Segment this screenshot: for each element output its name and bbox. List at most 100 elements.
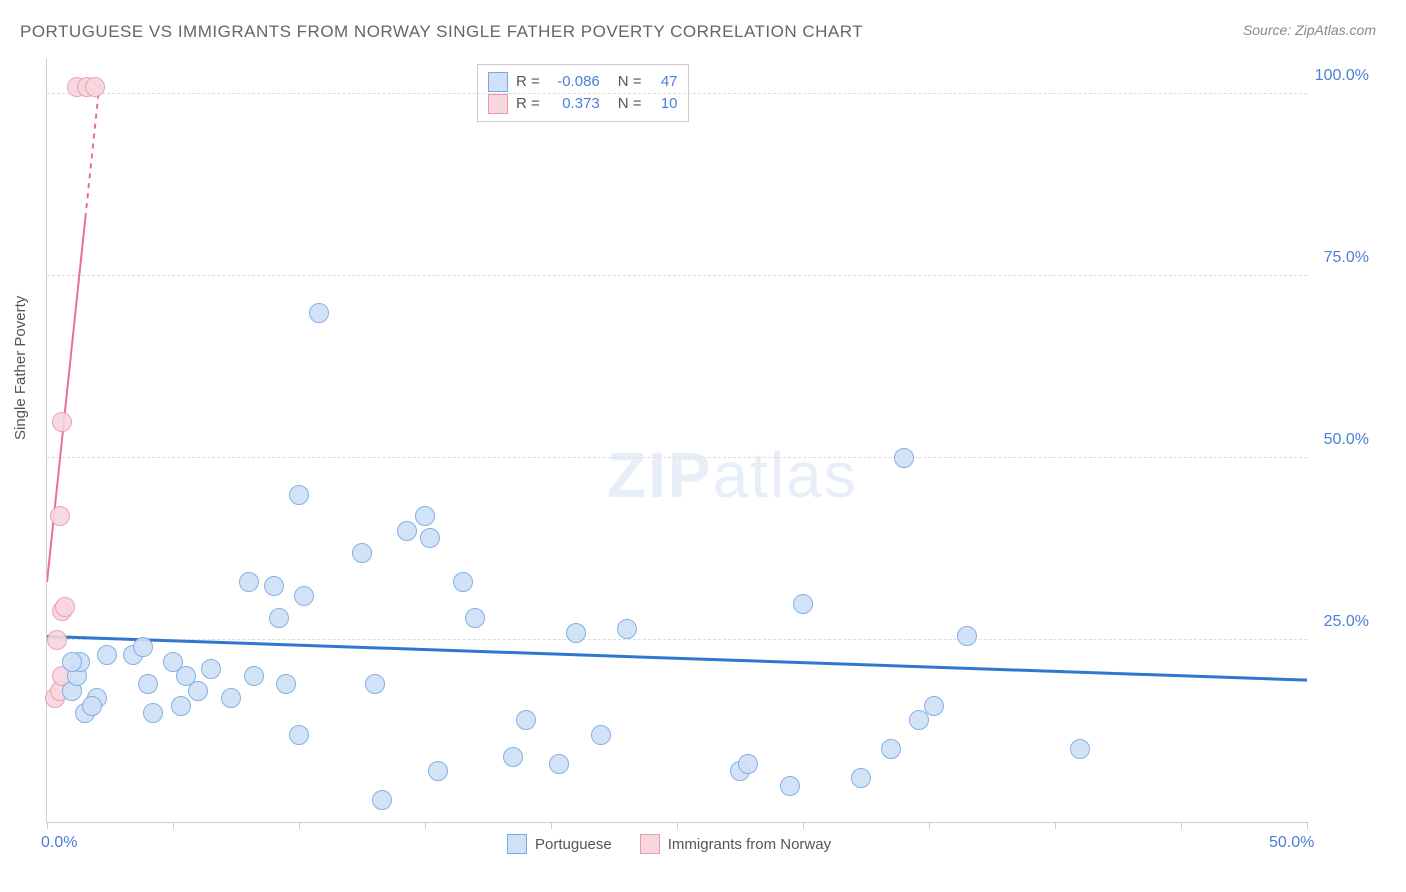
point-portuguese — [1070, 739, 1090, 759]
point-norway — [52, 412, 72, 432]
point-portuguese — [133, 637, 153, 657]
point-portuguese — [365, 674, 385, 694]
x-tick — [1055, 822, 1056, 829]
y-tick-label: 50.0% — [1324, 431, 1369, 449]
r-label: R = — [516, 71, 540, 93]
watermark: ZIPatlas — [607, 438, 858, 512]
legend-corr-row: R = -0.086 N = 47 — [488, 71, 678, 93]
y-axis-label: Single Father Poverty — [12, 296, 29, 440]
point-portuguese — [372, 790, 392, 810]
point-portuguese — [780, 776, 800, 796]
point-portuguese — [143, 703, 163, 723]
point-portuguese — [793, 594, 813, 614]
point-portuguese — [420, 528, 440, 548]
r-value: 0.373 — [548, 93, 600, 115]
legend-item: Portuguese — [507, 834, 612, 854]
x-tick — [677, 822, 678, 829]
point-portuguese — [549, 754, 569, 774]
point-portuguese — [201, 659, 221, 679]
x-tick — [47, 822, 48, 829]
x-tick — [299, 822, 300, 829]
trend-line-norway-solid — [47, 218, 85, 582]
point-portuguese — [244, 666, 264, 686]
point-portuguese — [738, 754, 758, 774]
point-portuguese — [397, 521, 417, 541]
r-value: -0.086 — [548, 71, 600, 93]
point-portuguese — [894, 448, 914, 468]
r-label: R = — [516, 93, 540, 115]
point-portuguese — [465, 608, 485, 628]
gridline — [47, 93, 1307, 94]
point-portuguese — [516, 710, 536, 730]
series-legend: Portuguese Immigrants from Norway — [507, 834, 831, 854]
point-portuguese — [851, 768, 871, 788]
y-tick-label: 25.0% — [1324, 613, 1369, 631]
n-label: N = — [618, 93, 642, 115]
legend-swatch — [488, 94, 508, 114]
point-norway — [85, 77, 105, 97]
point-portuguese — [617, 619, 637, 639]
legend-swatch — [507, 834, 527, 854]
n-value: 10 — [650, 93, 678, 115]
point-norway — [47, 630, 67, 650]
point-portuguese — [264, 576, 284, 596]
y-tick-label: 75.0% — [1324, 249, 1369, 267]
point-portuguese — [881, 739, 901, 759]
legend-label: Portuguese — [535, 836, 612, 853]
watermark-zip: ZIP — [607, 439, 713, 511]
point-portuguese — [309, 303, 329, 323]
n-value: 47 — [650, 71, 678, 93]
n-label: N = — [618, 71, 642, 93]
point-portuguese — [269, 608, 289, 628]
chart-title: PORTUGUESE VS IMMIGRANTS FROM NORWAY SIN… — [20, 22, 863, 42]
trend-line-portuguese — [47, 636, 1307, 680]
point-portuguese — [289, 725, 309, 745]
legend-swatch — [488, 72, 508, 92]
gridline — [47, 275, 1307, 276]
point-portuguese — [239, 572, 259, 592]
legend-item: Immigrants from Norway — [640, 834, 831, 854]
point-portuguese — [591, 725, 611, 745]
x-tick — [803, 822, 804, 829]
point-portuguese — [276, 674, 296, 694]
point-portuguese — [221, 688, 241, 708]
point-portuguese — [188, 681, 208, 701]
chart-plot-area: ZIPatlas R =-0.086N =47R =0.373N =10 Por… — [46, 58, 1307, 823]
watermark-atlas: atlas — [713, 439, 858, 511]
trend-line-norway-dashed — [85, 80, 100, 218]
x-tick — [1307, 822, 1308, 829]
point-portuguese — [453, 572, 473, 592]
point-portuguese — [415, 506, 435, 526]
point-portuguese — [82, 696, 102, 716]
point-portuguese — [924, 696, 944, 716]
point-portuguese — [428, 761, 448, 781]
x-tick — [929, 822, 930, 829]
point-portuguese — [566, 623, 586, 643]
point-portuguese — [294, 586, 314, 606]
point-norway — [55, 597, 75, 617]
point-portuguese — [138, 674, 158, 694]
point-portuguese — [503, 747, 523, 767]
gridline — [47, 457, 1307, 458]
legend-swatch — [640, 834, 660, 854]
point-portuguese — [171, 696, 191, 716]
point-portuguese — [62, 652, 82, 672]
legend-corr-row: R = 0.373 N = 10 — [488, 93, 678, 115]
point-portuguese — [97, 645, 117, 665]
x-tick — [425, 822, 426, 829]
x-tick — [551, 822, 552, 829]
legend-label: Immigrants from Norway — [668, 836, 831, 853]
gridline — [47, 639, 1307, 640]
x-tick-label: 0.0% — [41, 834, 77, 852]
x-tick — [1181, 822, 1182, 829]
source-attribution: Source: ZipAtlas.com — [1243, 22, 1376, 38]
x-tick-label: 50.0% — [1269, 834, 1314, 852]
point-portuguese — [289, 485, 309, 505]
point-norway — [50, 506, 70, 526]
point-portuguese — [957, 626, 977, 646]
x-tick — [173, 822, 174, 829]
point-portuguese — [352, 543, 372, 563]
y-tick-label: 100.0% — [1315, 67, 1369, 85]
point-portuguese — [909, 710, 929, 730]
trend-lines — [47, 58, 1307, 822]
